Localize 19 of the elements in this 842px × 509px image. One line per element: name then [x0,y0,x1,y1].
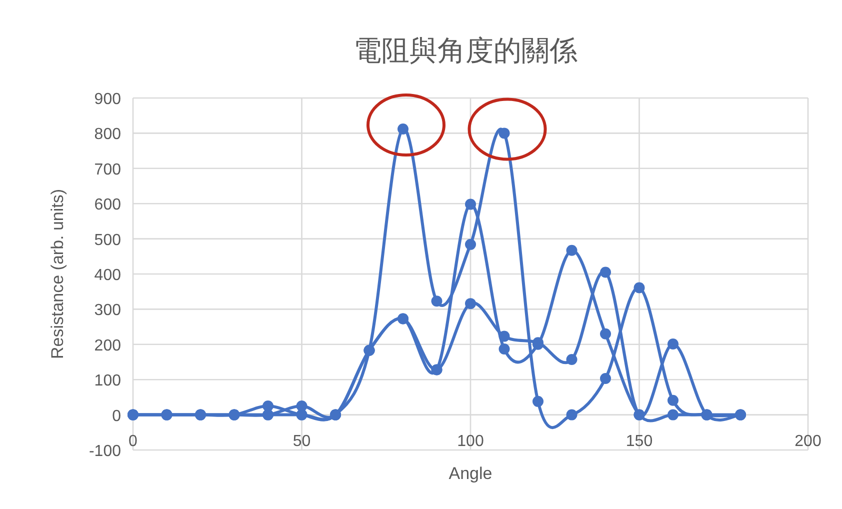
x-tick-label: 50 [292,432,311,450]
x-tick-label: 200 [794,432,822,450]
y-tick-label: 500 [94,232,122,249]
y-axis-title: Resistance (arb. units) [48,188,67,360]
y-tick-label: 600 [94,196,122,214]
y-tick-label: 100 [94,372,122,390]
chart-title: 電阻與角度的關係 [354,35,578,66]
y-tick-label: -100 [88,443,122,460]
y-tick-label: 700 [94,161,122,178]
x-tick-label: 100 [457,432,484,450]
y-tick-label: 0 [112,408,122,425]
y-tick-label: 200 [94,337,122,354]
y-tick-label: 400 [94,267,122,284]
x-axis-title: Angle [448,464,492,483]
x-tick-label: 0 [128,432,138,450]
y-tick-label: 800 [94,126,122,144]
y-tick-label: 300 [94,302,122,320]
x-tick-label: 150 [626,432,653,450]
y-tick-label: 900 [94,91,122,108]
